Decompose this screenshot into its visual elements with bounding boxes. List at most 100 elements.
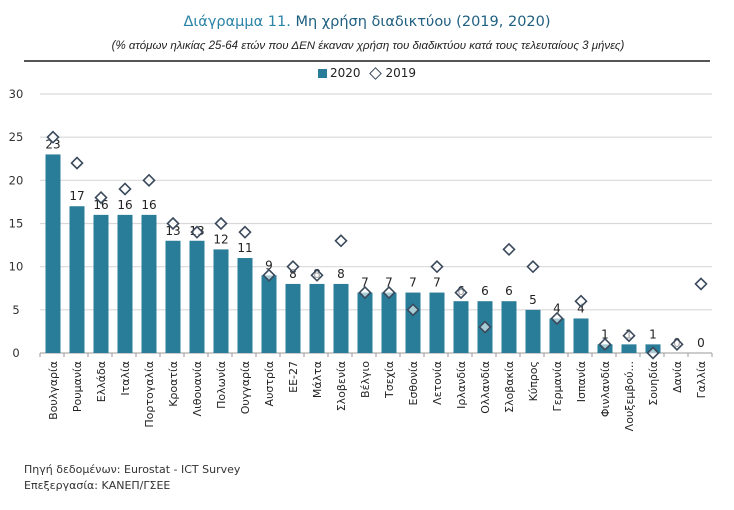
bar-2020 bbox=[549, 318, 565, 353]
x-tick-label: Εσθονία bbox=[407, 361, 420, 406]
marker-2019 bbox=[694, 277, 708, 291]
bar-2020 bbox=[357, 292, 373, 353]
marker-2019 bbox=[46, 130, 60, 144]
marker-2019 bbox=[550, 311, 564, 326]
marker-2019 bbox=[142, 173, 156, 187]
marker-2019 bbox=[166, 216, 180, 231]
data-processing: Επεξεργασία: ΚΑΝΕΠ/ΓΣΕΕ bbox=[24, 479, 171, 492]
legend-item-2019: 2019 bbox=[368, 66, 416, 80]
data-label-2020: 5 bbox=[529, 293, 537, 307]
x-tick-label: Δανία bbox=[671, 361, 684, 393]
bar-2020 bbox=[333, 283, 349, 353]
marker-2019 bbox=[334, 234, 348, 248]
x-tick-label: Κύπρος bbox=[527, 361, 540, 401]
data-label-2020: 7 bbox=[361, 276, 369, 290]
marker-2019 bbox=[430, 260, 444, 274]
chart-title: Διάγραμμα 11. Μη χρήση διαδικτύου (2019,… bbox=[0, 14, 734, 30]
bar-2020 bbox=[93, 214, 109, 353]
x-tick-label: Τσεχία bbox=[383, 361, 396, 399]
marker-2019 bbox=[454, 285, 468, 300]
data-label-2020: 7 bbox=[409, 276, 417, 290]
x-tick-label: Γερμανία bbox=[551, 361, 564, 411]
x-tick-label: Ισπανία bbox=[575, 361, 588, 402]
data-label-2020: 6 bbox=[505, 284, 513, 298]
data-label-2020: 4 bbox=[553, 301, 561, 315]
data-label-2020: 7 bbox=[385, 276, 393, 290]
title-divider bbox=[24, 60, 710, 62]
x-tick-label: Ιρλανδία bbox=[455, 361, 468, 409]
y-tick-label: 25 bbox=[9, 130, 24, 144]
legend-label-2020: 2020 bbox=[329, 66, 361, 80]
bar-2020 bbox=[501, 301, 517, 353]
bar-2020 bbox=[429, 292, 445, 353]
x-tick-label: Ουγγαρία bbox=[239, 361, 252, 414]
bar-swatch-icon bbox=[317, 68, 327, 78]
marker-2019 bbox=[526, 260, 540, 274]
bar-2020 bbox=[309, 283, 325, 353]
x-tick-label: Ρουμανία bbox=[71, 361, 84, 412]
y-tick-label: 30 bbox=[9, 87, 24, 101]
x-tick-label: Ελλάδα bbox=[95, 361, 108, 402]
chart-subtitle: (% ατόμων ηλικίας 25-64 ετών που ΔΕΝ έκα… bbox=[111, 40, 625, 52]
x-tick-label: Βουλγαρία bbox=[47, 361, 60, 420]
x-tick-label: Γαλλία bbox=[695, 361, 708, 398]
bar-2020 bbox=[453, 301, 469, 353]
bar-2020 bbox=[525, 309, 541, 353]
data-label-2020: 6 bbox=[481, 284, 489, 298]
x-tick-label: Λετονία bbox=[431, 361, 444, 405]
data-label-2020: 17 bbox=[69, 189, 84, 203]
y-tick-label: 5 bbox=[12, 303, 19, 317]
bar-2020 bbox=[45, 154, 61, 353]
bar-2020 bbox=[237, 258, 253, 353]
x-tick-label: Ιταλία bbox=[119, 361, 132, 396]
data-source: Πηγή δεδομένων: Eurostat - ICT Survey bbox=[24, 463, 241, 476]
marker-2019 bbox=[70, 156, 84, 170]
data-label-2020: 16 bbox=[117, 198, 132, 212]
marker-2019 bbox=[310, 268, 324, 282]
marker-2019 bbox=[190, 225, 204, 239]
data-label-2020: 13 bbox=[165, 224, 180, 238]
data-label-2020: 8 bbox=[337, 267, 345, 281]
bar-2020 bbox=[141, 214, 157, 353]
data-label-2020: 8 bbox=[289, 267, 297, 281]
x-tick-label: Πορτογαλία bbox=[143, 361, 156, 428]
y-tick-label: 0 bbox=[12, 346, 19, 360]
bar-2020 bbox=[213, 249, 229, 353]
data-label-2020: 16 bbox=[141, 198, 156, 212]
bar-2020 bbox=[69, 206, 85, 353]
bar-2020 bbox=[621, 344, 637, 353]
data-label-2020: 23 bbox=[45, 137, 60, 151]
legend: 2020 2019 bbox=[0, 66, 734, 80]
marker-2019 bbox=[406, 303, 420, 317]
marker-2019 bbox=[478, 320, 492, 334]
marker-2019 bbox=[382, 285, 396, 300]
bar-2020 bbox=[405, 292, 421, 353]
bar-2020 bbox=[573, 318, 589, 353]
marker-2019 bbox=[214, 216, 228, 231]
x-tick-label: Βέλγιο bbox=[359, 361, 372, 398]
data-label-2020: 7 bbox=[433, 276, 441, 290]
x-tick-label: Λιθουανία bbox=[191, 361, 204, 416]
x-tick-label: ΕΕ-27 bbox=[287, 361, 300, 393]
x-tick-label: Αυστρία bbox=[263, 361, 276, 406]
x-tick-label: Σλοβενία bbox=[335, 361, 348, 411]
marker-2019 bbox=[94, 190, 108, 205]
marker-2019 bbox=[286, 260, 300, 274]
x-tick-label: Λουξεμβού... bbox=[623, 361, 636, 431]
marker-2019 bbox=[118, 182, 132, 196]
marker-2019 bbox=[502, 242, 516, 257]
x-tick-label: Μάλτα bbox=[311, 361, 324, 398]
y-tick-label: 15 bbox=[9, 217, 24, 231]
bar-2020 bbox=[165, 240, 181, 353]
marker-2019 bbox=[646, 346, 660, 360]
legend-item-2020: 2020 bbox=[317, 66, 361, 80]
marker-2019 bbox=[622, 329, 636, 343]
source-note: Πηγή δεδομένων: Eurostat - ICT Survey Επ… bbox=[24, 462, 240, 494]
x-tick-label: Πολωνία bbox=[215, 361, 228, 409]
title-text: Μη χρήση διαδικτύου (2019, 2020) bbox=[290, 14, 551, 30]
bar-2020 bbox=[261, 275, 277, 353]
y-tick-label: 20 bbox=[9, 173, 24, 187]
data-label-2020: 16 bbox=[93, 198, 108, 212]
bar-2020 bbox=[381, 292, 397, 353]
marker-2019 bbox=[598, 337, 612, 351]
